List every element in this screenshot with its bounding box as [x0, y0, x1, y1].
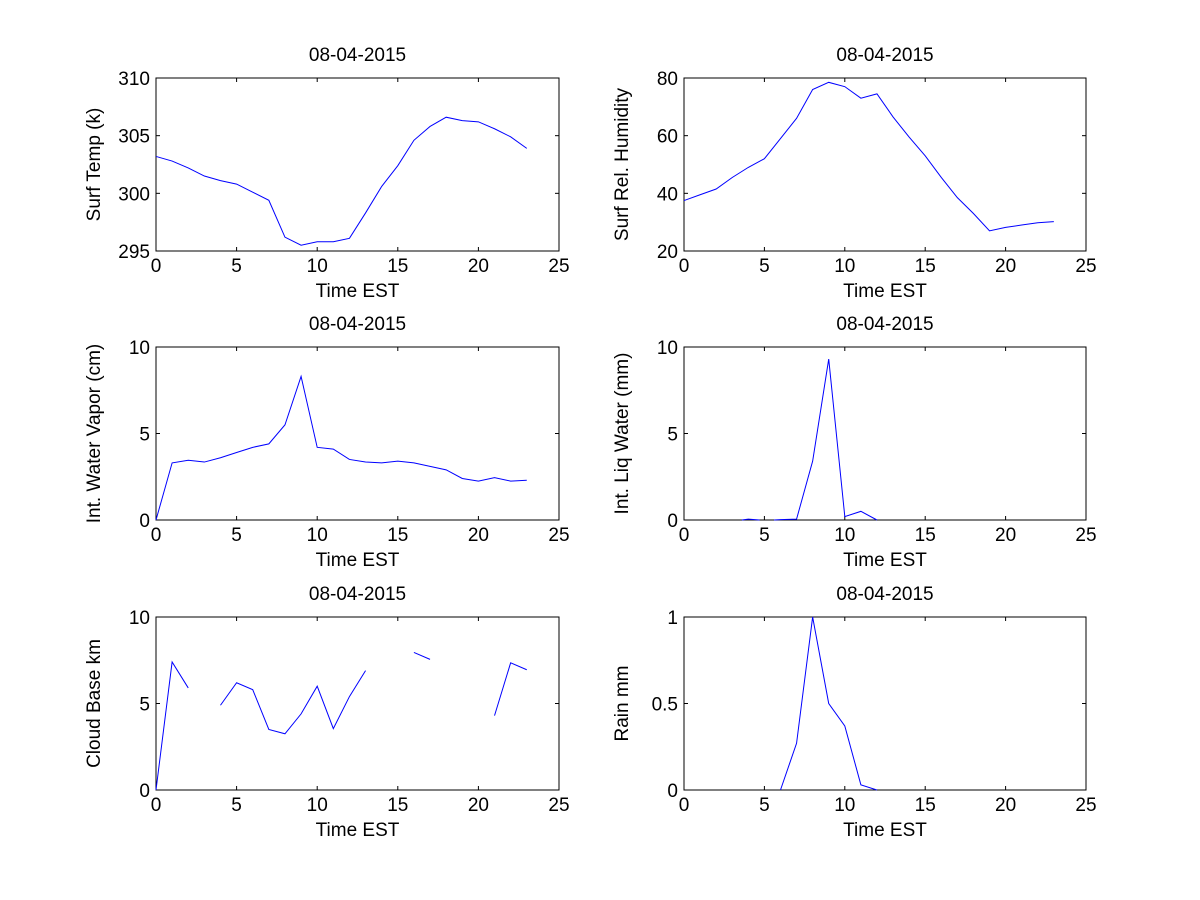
- y-tick-label: 20: [657, 242, 678, 263]
- y-tick-label: 1: [667, 608, 678, 629]
- x-tick-label: 20: [468, 795, 489, 816]
- series-line-2: [774, 359, 878, 521]
- x-tick-label: 0: [679, 795, 690, 816]
- series-line-1: [780, 616, 878, 791]
- y-tick-label: 0: [139, 511, 150, 532]
- series-line-1: [683, 81, 1054, 232]
- chart-panel-3: 0 5 10 15 20 25 0 5 10 08-04-2015 Time EST Int. Wat…: [84, 314, 570, 571]
- y-tick-label: 10: [657, 338, 678, 359]
- y-tick-label: 300: [118, 184, 150, 205]
- axes-box: [683, 77, 1087, 252]
- y-tick-label: 5: [139, 695, 150, 716]
- x-tick-label: 10: [834, 795, 855, 816]
- x-tick-label: 5: [231, 525, 242, 546]
- y-tick-label: 10: [129, 338, 150, 359]
- y-tick-label: 0: [667, 511, 678, 532]
- y-axis-label: Surf Temp (k): [84, 108, 105, 222]
- y-axis-label: Cloud Base km: [84, 639, 105, 768]
- x-axis-label: Time EST: [843, 281, 927, 302]
- x-tick-label: 15: [915, 525, 936, 546]
- y-tick-label: 40: [657, 184, 678, 205]
- y-tick-label: 295: [118, 242, 150, 263]
- y-tick-label: 310: [118, 69, 150, 90]
- x-tick-label: 15: [387, 256, 408, 277]
- y-tick-label: 0.5: [652, 695, 678, 716]
- x-axis-label: Time EST: [843, 820, 927, 841]
- x-tick-label: 0: [151, 256, 162, 277]
- x-tick-label: 15: [387, 525, 408, 546]
- x-tick-label: 5: [231, 795, 242, 816]
- y-tick-label: 5: [139, 425, 150, 446]
- x-tick-label: 10: [834, 256, 855, 277]
- x-tick-label: 20: [468, 256, 489, 277]
- y-axis-label: Surf Rel. Humidity: [612, 87, 633, 241]
- chart-panel-1: 0 5 10 15 20 25 295 300 305 310 08-04-2015 Time EST…: [84, 45, 570, 302]
- y-axis-label: Int. Water Vapor (cm): [84, 344, 105, 523]
- series-line-4: [494, 662, 527, 716]
- x-tick-label: 0: [679, 256, 690, 277]
- x-tick-label: 20: [995, 256, 1016, 277]
- chart-title: 08-04-2015: [836, 584, 933, 605]
- x-tick-label: 25: [1075, 256, 1096, 277]
- x-tick-label: 5: [759, 525, 770, 546]
- y-tick-label: 60: [657, 127, 678, 148]
- chart-panel-6: 0 5 10 15 20 25 0 0.5 1 08-04-2015 Time EST Rain mm: [612, 584, 1097, 841]
- series-line-3: [413, 652, 431, 660]
- chart-title: 08-04-2015: [309, 45, 406, 66]
- x-tick-label: 0: [679, 525, 690, 546]
- x-axis-label: Time EST: [316, 550, 400, 571]
- series-line-1: [155, 374, 527, 521]
- x-tick-label: 20: [468, 525, 489, 546]
- series-line-1: [741, 518, 760, 521]
- y-tick-label: 0: [139, 781, 150, 802]
- x-tick-label: 5: [231, 256, 242, 277]
- series-line-1: [155, 660, 189, 791]
- x-tick-label: 10: [307, 525, 328, 546]
- series-line-1: [155, 116, 528, 246]
- y-tick-label: 80: [657, 69, 678, 90]
- x-tick-label: 15: [915, 256, 936, 277]
- x-tick-label: 25: [548, 525, 569, 546]
- x-tick-label: 10: [307, 256, 328, 277]
- x-tick-label: 25: [548, 256, 569, 277]
- x-tick-label: 5: [759, 795, 770, 816]
- chart-title: 08-04-2015: [309, 584, 406, 605]
- y-tick-label: 305: [118, 127, 150, 148]
- x-axis-label: Time EST: [843, 550, 927, 571]
- x-tick-label: 20: [995, 525, 1016, 546]
- chart-panel-5: 0 5 10 15 20 25 0 5 10 08-04-2015 Time EST Cloud Ba…: [84, 584, 570, 841]
- y-axis-label: Int. Liq Water (mm): [612, 353, 633, 515]
- x-tick-label: 15: [387, 795, 408, 816]
- x-tick-label: 0: [151, 525, 162, 546]
- x-tick-label: 10: [307, 795, 328, 816]
- x-axis-label: Time EST: [316, 820, 400, 841]
- y-tick-label: 10: [129, 608, 150, 629]
- x-tick-label: 10: [834, 525, 855, 546]
- x-tick-label: 0: [151, 795, 162, 816]
- x-tick-label: 25: [1075, 795, 1096, 816]
- axes-box: [155, 77, 560, 252]
- x-tick-label: 20: [995, 795, 1016, 816]
- chart-title: 08-04-2015: [309, 314, 406, 335]
- x-tick-label: 15: [915, 795, 936, 816]
- x-tick-label: 25: [548, 795, 569, 816]
- chart-panel-2: 0 5 10 15 20 25 20 40 60 80 08-04-2015 Time EST Surf…: [612, 45, 1097, 302]
- x-tick-label: 5: [759, 256, 770, 277]
- y-tick-label: 5: [667, 425, 678, 446]
- chart-title: 08-04-2015: [836, 314, 933, 335]
- x-axis-label: Time EST: [316, 281, 400, 302]
- y-axis-label: Rain mm: [612, 665, 633, 741]
- series-line-2: [220, 670, 366, 735]
- y-tick-label: 0: [667, 781, 678, 802]
- chart-title: 08-04-2015: [836, 45, 933, 66]
- x-tick-label: 25: [1075, 525, 1096, 546]
- chart-panel-4: 0 5 10 15 20 25 0 5 10 08-04-2015 Time EST Int. Liq…: [612, 314, 1097, 571]
